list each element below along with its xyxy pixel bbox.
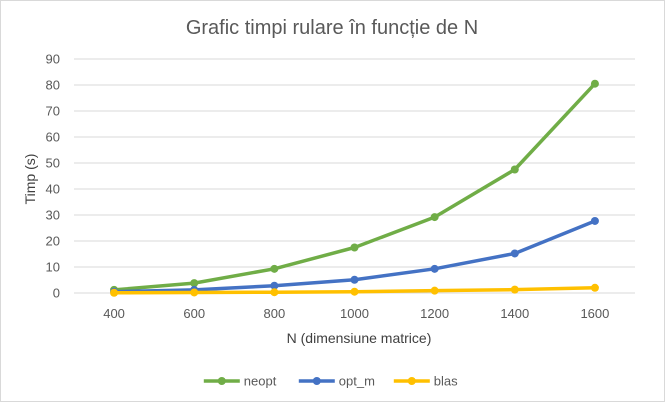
legend-item-blas: blas (393, 374, 458, 389)
data-point-blas (190, 288, 199, 297)
y-axis-title: Timp (s) (22, 154, 38, 205)
series-line-neopt (112, 81, 597, 292)
data-point-neopt (270, 264, 279, 273)
data-point-opt_m (270, 281, 279, 290)
legend-swatch-marker (407, 377, 416, 385)
legend-swatch-marker (217, 377, 226, 385)
data-point-blas (510, 285, 519, 294)
data-point-opt_m (510, 249, 519, 258)
legend-item-neopt: neopt (203, 374, 277, 389)
data-point-blas (590, 283, 599, 292)
data-point-neopt (350, 243, 359, 252)
x-tick-label: 1000 (340, 306, 369, 321)
data-point-neopt (590, 79, 599, 88)
y-tick-label: 90 (46, 52, 60, 67)
legend-item-opt_m: opt_m (298, 374, 375, 389)
y-tick-label: 30 (46, 208, 60, 223)
x-tick-label: 600 (183, 306, 205, 321)
x-tick-label: 1600 (580, 306, 609, 321)
y-tick-label: 40 (46, 182, 60, 197)
data-point-blas (110, 288, 119, 297)
series-blas (110, 283, 599, 297)
x-tick-label: 800 (264, 306, 286, 321)
y-tick-label: 70 (46, 104, 60, 119)
x-axis-ticks: 400 600 800 1000 1200 1400 1600 (103, 306, 609, 321)
y-tick-label: 50 (46, 156, 60, 171)
data-point-blas (270, 288, 279, 297)
x-tick-label: 1200 (420, 306, 449, 321)
legend: neopt opt_m blas (203, 374, 458, 389)
series-lines (110, 79, 599, 297)
x-axis-title: N (dimensiune matrice) (287, 330, 432, 346)
series-neopt (110, 79, 599, 294)
x-tick-label: 400 (103, 306, 125, 321)
legend-swatch-marker (312, 377, 321, 385)
y-tick-label: 0 (53, 286, 60, 301)
y-tick-label: 60 (46, 130, 60, 145)
chart-title: Grafic timpi rulare în funcție de N (186, 17, 478, 39)
data-point-neopt (430, 213, 439, 222)
data-point-neopt (510, 165, 519, 174)
legend-label: opt_m (339, 374, 375, 389)
data-point-opt_m (430, 264, 439, 273)
legend-label: neopt (244, 374, 277, 389)
legend-label: blas (434, 374, 458, 389)
x-tick-label: 1400 (500, 306, 529, 321)
y-tick-label: 80 (46, 78, 60, 93)
data-point-neopt (190, 279, 199, 288)
y-axis-ticks: 0 10 20 30 40 50 60 70 80 90 (46, 52, 60, 301)
data-point-opt_m (590, 216, 599, 225)
y-tick-label: 20 (46, 234, 60, 249)
data-point-opt_m (350, 275, 359, 284)
gridlines (74, 58, 635, 294)
data-point-blas (350, 287, 359, 296)
data-point-blas (430, 286, 439, 295)
y-tick-label: 10 (46, 260, 60, 275)
